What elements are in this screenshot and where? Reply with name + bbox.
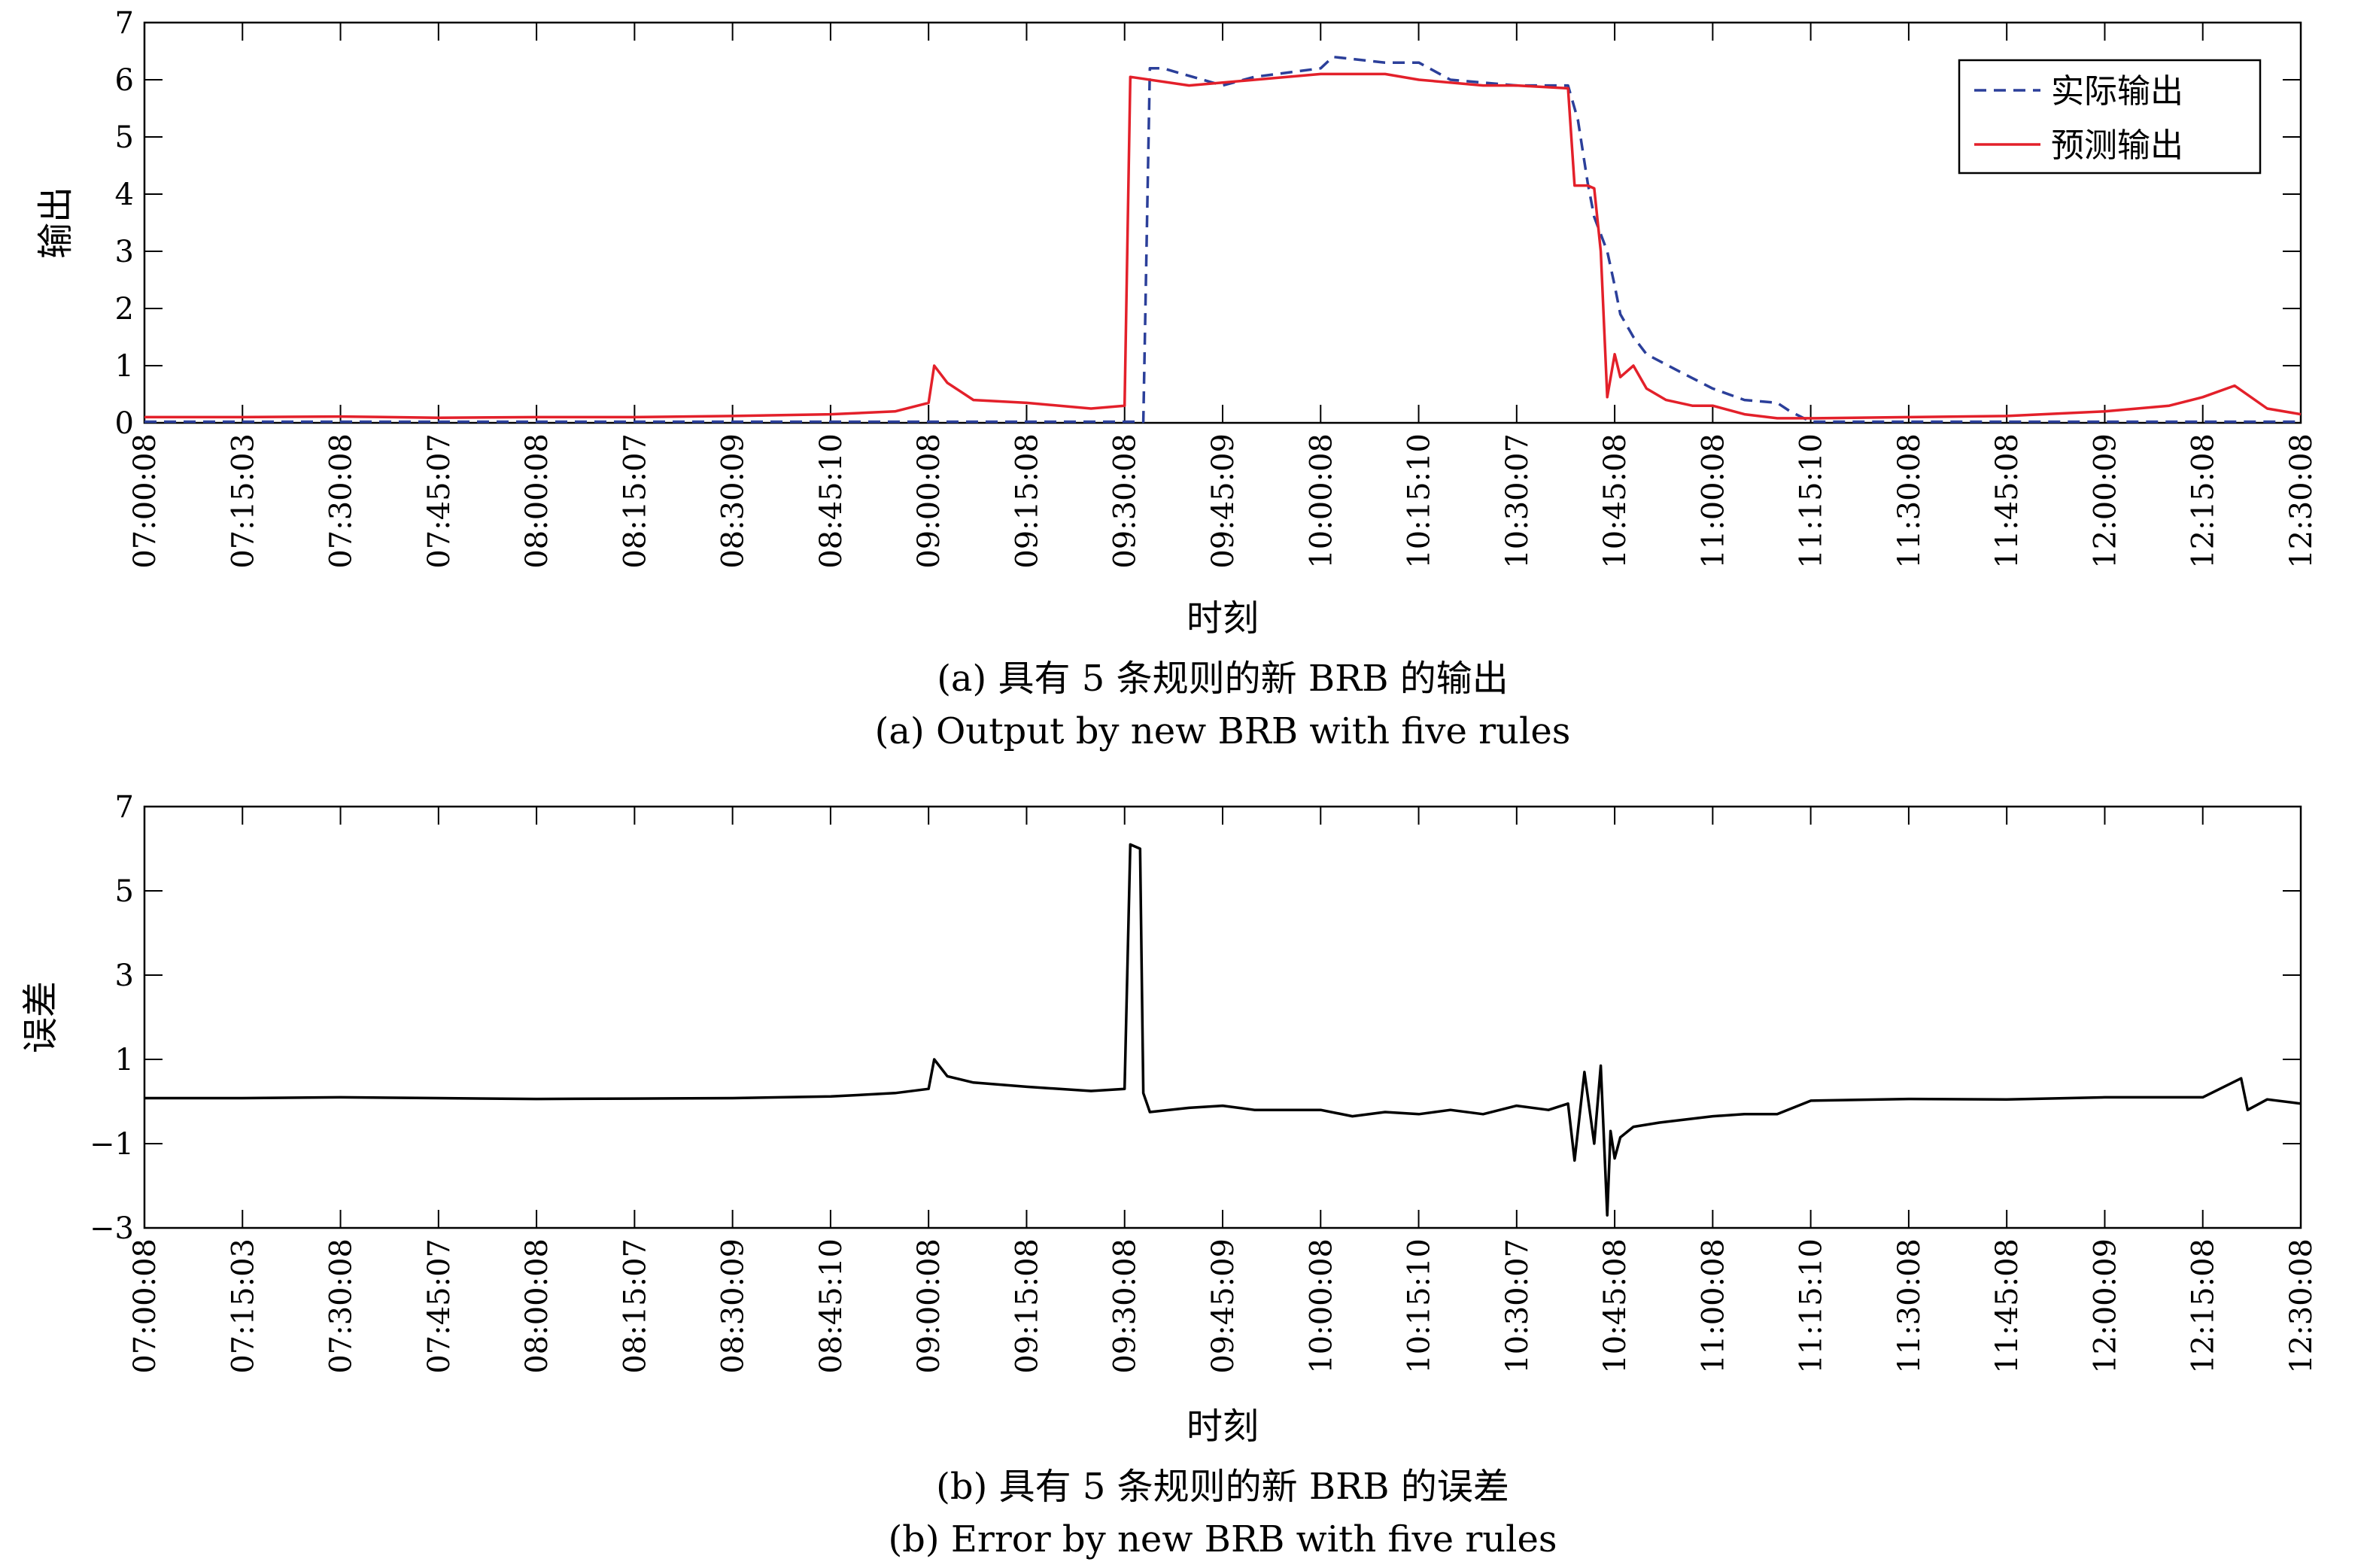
x-tick-label: 10:15:10 — [1402, 1238, 1437, 1374]
x-tick-label: 08:15:07 — [618, 1238, 652, 1374]
x-tick-label: 12:00:09 — [2088, 1238, 2122, 1374]
x-tick-label: 08:45:10 — [814, 1238, 849, 1374]
x-tick-label: 12:15:08 — [2186, 433, 2221, 569]
x-tick-label: 11:30:08 — [1892, 433, 1927, 569]
plot-frame — [143, 805, 2302, 1229]
y-axis-label: 误差 — [20, 981, 62, 1053]
x-tick-label: 10:15:10 — [1402, 433, 1437, 569]
x-tick-label: 08:45:10 — [814, 433, 849, 569]
x-tick-label: 08:15:07 — [618, 433, 652, 569]
x-tick-label: 12:15:08 — [2186, 1238, 2221, 1374]
x-tick-label: 10:00:08 — [1304, 1238, 1338, 1374]
x-tick-label: 09:15:08 — [1010, 433, 1044, 569]
series-line-2 — [144, 72, 2302, 420]
x-tick-label: 09:45:09 — [1206, 433, 1241, 569]
x-tick-label: 10:30:07 — [1500, 1238, 1535, 1374]
x-tick-label: 08:30:09 — [716, 1238, 751, 1374]
x-tick-label: 11:45:08 — [1990, 433, 2025, 569]
x-tick-label: 11:00:08 — [1696, 1238, 1730, 1374]
x-tick-label: 07:30:08 — [324, 1238, 359, 1374]
y-tick-label: 4 — [115, 178, 134, 212]
legend-label-1: 实际输出 — [2051, 72, 2183, 111]
y-tick-label: 7 — [115, 790, 134, 825]
y-tick-label: 1 — [115, 349, 134, 384]
x-tick-label: 07:15:03 — [226, 1238, 260, 1374]
x-tick-label: 07:45:07 — [422, 433, 457, 569]
x-tick-label: 09:45:09 — [1206, 1238, 1241, 1374]
x-tick-label: 09:00:08 — [912, 433, 946, 569]
y-tick-label: 2 — [115, 292, 134, 327]
legend-box — [1958, 59, 2262, 175]
x-tick-label: 08:00:08 — [520, 433, 555, 569]
series-line-1 — [144, 55, 2301, 424]
y-tick-label: −3 — [90, 1211, 134, 1246]
x-tick-label: 10:30:07 — [1500, 433, 1535, 569]
caption-cn: (b) 具有 5 条规则的新 BRB 的误差 — [936, 1466, 1509, 1508]
x-tick-label: 12:30:08 — [2284, 433, 2319, 569]
y-tick-label: −1 — [90, 1127, 134, 1162]
x-tick-label: 10:45:08 — [1598, 1238, 1633, 1374]
x-axis-label: 时刻 — [1187, 597, 1259, 640]
x-tick-label: 11:00:08 — [1696, 433, 1730, 569]
y-tick-label: 6 — [115, 63, 134, 98]
x-tick-label: 07:00:08 — [128, 1238, 163, 1374]
x-tick-label: 09:15:08 — [1010, 1238, 1044, 1374]
y-axis-label: 输出 — [35, 187, 77, 259]
x-tick-label: 07:15:03 — [226, 433, 260, 569]
y-tick-label: 5 — [115, 120, 134, 155]
caption-en: (a) Output by new BRB with five rules — [875, 710, 1571, 752]
x-tick-label: 07:30:08 — [324, 433, 359, 569]
x-tick-label: 10:45:08 — [1598, 433, 1633, 569]
x-tick-label: 08:30:09 — [716, 433, 751, 569]
x-tick-label: 11:15:10 — [1794, 433, 1829, 569]
x-tick-label: 08:00:08 — [520, 1238, 555, 1374]
y-tick-label: 3 — [115, 235, 134, 269]
caption-cn: (a) 具有 5 条规则的新 BRB 的输出 — [937, 658, 1509, 700]
x-tick-label: 10:00:08 — [1304, 433, 1338, 569]
series-line-1 — [144, 843, 2302, 1217]
x-tick-label: 07:00:08 — [128, 433, 163, 569]
chart-panel-a: 0 1 2 3 4 5 6 7 07:00:08 07:15:03 07:30:08 07:45:07… — [35, 6, 2319, 752]
x-tick-label: 09:30:08 — [1108, 1238, 1143, 1374]
x-tick-label: 12:30:08 — [2284, 1238, 2319, 1374]
x-tick-label: 09:00:08 — [912, 1238, 946, 1374]
caption-en: (b) Error by new BRB with five rules — [888, 1518, 1557, 1560]
y-tick-label: 5 — [115, 874, 134, 909]
chart-panel-b: −3 −1 1 3 5 7 07:00:08 07:15:03 07:30:08 07:45:07… — [20, 790, 2319, 1560]
legend-label-2: 预测输出 — [2051, 126, 2183, 165]
y-tick-label: 3 — [115, 959, 134, 993]
x-tick-label: 07:45:07 — [422, 1238, 457, 1374]
x-tick-label: 12:00:09 — [2088, 433, 2122, 569]
y-tick-label: 1 — [115, 1043, 134, 1077]
y-tick-label: 0 — [115, 406, 134, 441]
x-tick-label: 09:30:08 — [1108, 433, 1143, 569]
x-tick-label: 11:30:08 — [1892, 1238, 1927, 1374]
x-axis-label: 时刻 — [1187, 1405, 1259, 1448]
x-tick-label: 11:15:10 — [1794, 1238, 1829, 1374]
y-tick-label: 7 — [115, 6, 134, 41]
x-tick-label: 11:45:08 — [1990, 1238, 2025, 1374]
